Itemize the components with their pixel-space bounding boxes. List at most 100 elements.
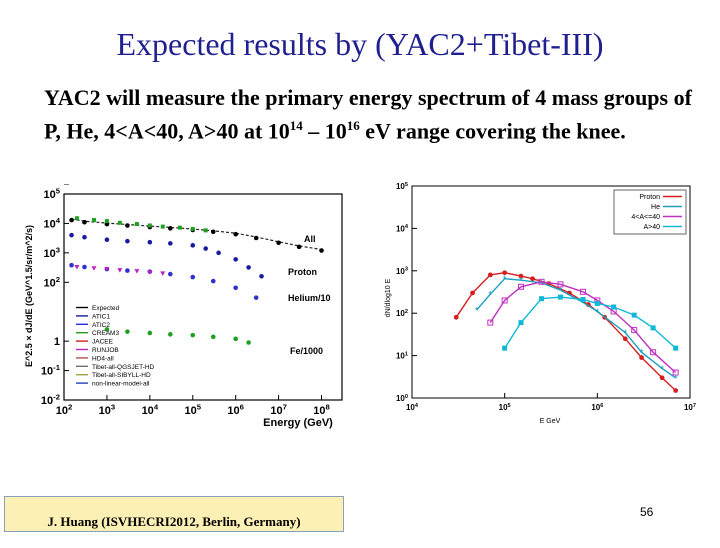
left-legend-label: Expected	[92, 305, 119, 312]
left-data-point	[134, 222, 139, 227]
right-data-point	[517, 283, 524, 290]
left-data-point	[190, 332, 196, 338]
left-data-point	[160, 271, 166, 276]
right-data-point: *	[674, 374, 678, 385]
left-y-tick-label: 10-1	[41, 363, 61, 377]
left-data-point	[125, 268, 130, 273]
left-data-point	[104, 237, 110, 242]
right-data-point	[622, 336, 628, 342]
right-legend-label: He	[651, 204, 660, 211]
right-x-tick-label: 104	[406, 403, 419, 412]
right-data-point	[501, 297, 508, 304]
left-annotation-fe: Fe/1000	[290, 346, 323, 356]
right-legend-label: A>40	[643, 224, 660, 231]
right-data-point	[673, 388, 679, 393]
left-y-tick-label: 105	[43, 187, 60, 201]
left-data-point	[104, 267, 110, 272]
right-y-tick-label: 101	[396, 351, 408, 360]
left-data-point	[147, 239, 153, 245]
left-x-tick-label: 105	[184, 403, 201, 417]
left-legend-label: JACEE	[92, 339, 114, 346]
right-series-line	[504, 296, 677, 349]
right-data-point	[538, 278, 545, 285]
left-data-point	[210, 278, 216, 284]
right-x-tick-label: 105	[499, 403, 511, 412]
left-legend-label: ATIC2	[92, 322, 110, 329]
left-data-point	[147, 270, 153, 275]
left-legend-label: Tibet-all-QGSJET-HD	[92, 364, 155, 371]
left-data-point	[168, 332, 173, 337]
left-legend-label: Tibet-all-SIBYLL-HD	[92, 372, 151, 379]
right-data-point	[530, 276, 535, 282]
right-data-point: *	[503, 275, 507, 286]
right-data-point: *	[623, 329, 627, 340]
left-data-point	[190, 243, 196, 248]
left-data-point	[246, 340, 251, 345]
right-data-point	[580, 297, 586, 303]
left-legend-label: ATIC1	[92, 313, 110, 320]
right-data-point: *	[595, 307, 599, 318]
body-exponent: 16	[346, 118, 360, 133]
left-data-point	[69, 232, 74, 238]
left-data-point	[69, 262, 74, 268]
right-data-point	[518, 273, 524, 279]
right-data-point	[639, 355, 644, 360]
left-data-point	[125, 329, 130, 334]
left-data-point	[147, 330, 153, 336]
right-series-line	[455, 271, 677, 392]
page-number: 56	[640, 505, 654, 519]
left-data-point	[117, 268, 123, 273]
left-annotation-all: All	[304, 234, 316, 244]
right-data-point	[650, 349, 657, 356]
right-data-point	[453, 314, 459, 320]
right-data-point	[611, 304, 617, 310]
left-data-point	[69, 217, 74, 223]
right-data-point	[502, 345, 508, 351]
left-y-tick-label: 104	[43, 216, 60, 230]
left-data-point	[190, 226, 195, 231]
left-data-point	[74, 265, 80, 270]
right-y-tick-label: 100	[396, 394, 408, 403]
right-series-line	[489, 281, 677, 374]
right-data-point	[470, 290, 475, 296]
left-y-tick-label: 10-2	[41, 393, 60, 407]
body-text-part: eV range covering the knee.	[359, 118, 626, 144]
right-data-point	[539, 296, 545, 302]
right-x-tick-label: 106	[591, 403, 603, 412]
left-x-tick-label: 103	[99, 403, 116, 417]
left-data-point	[319, 248, 324, 253]
left-data-point	[92, 218, 96, 223]
left-data-point	[74, 216, 79, 221]
left-data-point	[276, 240, 281, 246]
left-data-point	[168, 271, 173, 277]
right-data-point	[487, 272, 493, 278]
right-data-point: *	[475, 306, 479, 317]
right-data-point	[659, 375, 665, 381]
left-plot-frame	[63, 193, 343, 401]
right-y-tick-label: 103	[396, 267, 408, 276]
body-text-part: YAC2 will measure the primary energy spe…	[44, 85, 692, 144]
right-chart-ylabel: dN/dlog10 E	[385, 278, 392, 317]
right-data-point	[672, 369, 679, 376]
left-chart-ylabel: E^2.5 × dJ/dE (GeV^1.5/sr/m^2/s)	[24, 225, 34, 367]
left-data-point	[210, 334, 216, 340]
right-data-point: *	[660, 364, 664, 375]
left-data-point	[253, 295, 259, 300]
right-data-point	[650, 325, 656, 331]
left-data-point	[253, 235, 259, 241]
right-data-point	[557, 294, 563, 300]
left-data-point	[104, 327, 110, 332]
left-data-point	[134, 269, 140, 274]
left-y-tick-label: 1	[54, 336, 60, 348]
left-x-tick-label: 108	[313, 403, 330, 417]
right-data-point	[502, 270, 508, 276]
footer-citation: J. Huang (ISVHECRI2012, Berlin, Germany)	[47, 514, 301, 529]
left-data-point	[190, 274, 196, 280]
right-x-tick-label: 107	[684, 403, 696, 412]
left-data-point	[296, 244, 302, 250]
left-legend-label: RUNJOB	[92, 347, 119, 354]
left-data-point	[104, 219, 109, 224]
left-x-tick-label: 104	[142, 403, 159, 417]
left-x-tick-label: 107	[270, 403, 287, 417]
right-y-tick-label: 105	[396, 182, 408, 191]
